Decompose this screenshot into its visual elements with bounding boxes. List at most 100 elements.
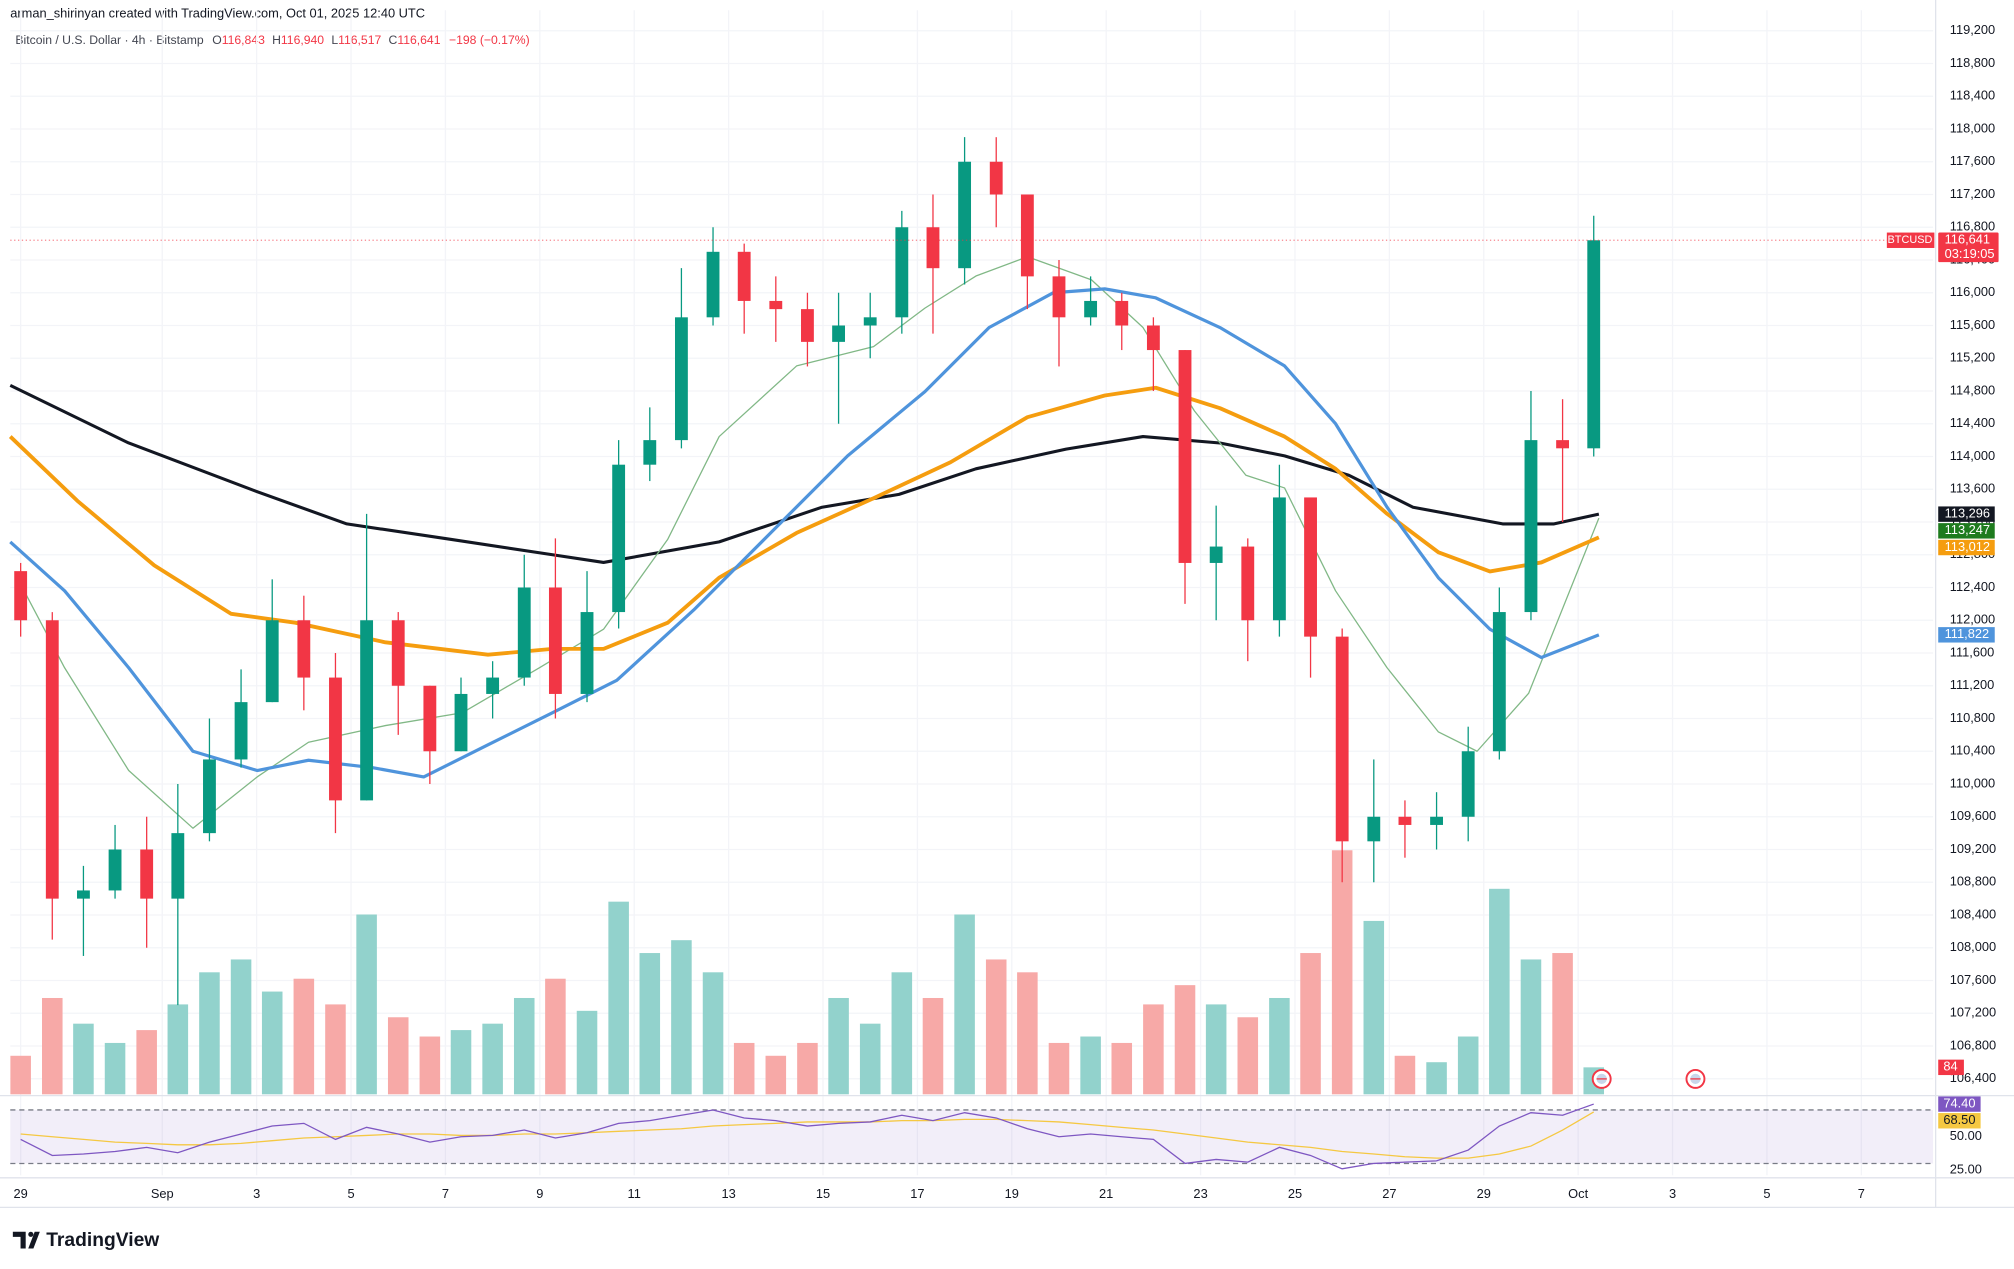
volume-bar [42,997,63,1095]
volume-bar [985,959,1007,1095]
volume-bar [199,972,220,1095]
candle-body [1209,546,1223,563]
change: −198 (−0.17%) [449,33,530,47]
candle-body [958,161,972,269]
x-tick-label: 9 [536,1186,543,1201]
ma-value-tag [1938,523,1995,539]
x-tick-label: 25 [1288,1186,1302,1201]
y-tick-label: 106,800 [1950,1037,1996,1052]
y-tick-label: 111,200 [1950,677,1994,692]
x-tick-label: 7 [442,1186,449,1201]
x-tick-label: 5 [1763,1186,1770,1201]
y-tick-label: 116,000 [1950,284,1995,299]
candle-body [1115,300,1129,326]
candle-body [1304,497,1317,637]
candle-body [234,702,248,760]
volume-bar [387,1017,409,1095]
ohlc-letter: L [331,33,338,47]
candle-body [265,620,279,703]
candle-body [171,833,185,899]
y-tick-label: 114,400 [1950,415,1995,430]
ohlc-value: 116,843 [222,33,265,47]
volume-bar [261,991,283,1095]
price-label: 116,641 [1945,232,1990,247]
price-tag [1938,232,1999,263]
legend-line: Bitcoin / U.S. Dollar · 4h · Bitstamp O1… [15,33,529,47]
plot-layer: 106,400106,800107,200107,600108,000108,4… [8,10,1999,1201]
title: Bitcoin / U.S. Dollar · 4h · Bitstamp [15,33,204,47]
moving-average [9,287,1600,779]
x-tick-label: 15 [816,1186,830,1201]
candle-body [769,300,783,310]
ma-value-label: 113,012 [1945,539,1990,554]
volume-bar [1269,997,1290,1095]
volume-bar [167,1004,189,1095]
x-tick-label: 19 [1005,1186,1019,1201]
candle-body [1272,497,1286,621]
ohlc-value: 116,940 [281,33,324,47]
candle-body [580,612,594,694]
candle-body [1020,194,1034,277]
y-tick-label: 114,000 [1950,448,1995,463]
y-tick-label: 115,600 [1950,317,1995,332]
rsi-ma-line [20,1111,1595,1159]
volume-bar [450,1030,472,1095]
volume-bar [639,953,661,1095]
countdown-label: 03:19:05 [1945,246,1995,261]
y-tick-label: 118,000 [1950,120,1995,135]
x-tick-label: 29 [14,1186,28,1201]
volume-bar [1457,1036,1479,1095]
candle-body [1241,546,1255,621]
volume-bar [1143,1004,1164,1095]
rsi-band [10,1109,1934,1164]
rsi-tick-label: 50.00 [1950,1128,1982,1143]
candle-body [391,620,405,686]
candle-body [1084,300,1098,318]
y-tick-label: 112,000 [1950,612,1995,627]
x-tick-label: 21 [1099,1186,1113,1201]
rsi-value-tag [1938,1113,1981,1129]
candle-body [329,677,342,801]
candle-body [674,317,688,441]
rsi-tick-label: 25.00 [1950,1162,1982,1177]
y-tick-label: 114,800 [1950,382,1995,397]
x-tick-label: 27 [1382,1186,1396,1201]
volume-bar [513,997,535,1095]
volume-bar [419,1036,441,1095]
candle-body [517,587,531,678]
volume-bar [10,1055,31,1095]
volume-tag [1938,1059,1964,1076]
rsi-value-label: 68.50 [1943,1112,1975,1127]
y-tick-label: 110,000 [1950,775,1995,790]
moving-average [20,256,1600,829]
candle-body [1461,751,1475,817]
candle-body [1587,240,1601,449]
candle-body [14,571,28,621]
candle-body [297,620,311,678]
volume-bar [104,1042,126,1095]
volume-bar [671,940,692,1095]
candle-body [454,693,468,752]
candle-body [1178,350,1192,563]
volume-bar [1331,850,1353,1095]
volume-bar [325,1004,346,1095]
x-tick-label: 11 [628,1186,641,1201]
x-tick-label: 17 [910,1186,924,1201]
ohlc-letter: H [272,33,281,47]
x-tick-label: Sep [151,1186,174,1201]
y-tick-label: 117,600 [1950,153,1995,168]
candle-body [1430,816,1443,825]
ohlc-letter: O [212,33,221,47]
candle-body [548,587,562,694]
rsi-value-label: 74.40 [1943,1095,1975,1110]
y-tick-label: 119,200 [1950,22,1995,37]
volume-bar [1300,953,1321,1095]
brand: TradingView [46,1230,160,1251]
volume-bar [608,901,629,1095]
y-tick-label: 111,600 [1950,644,1994,659]
ma-value-label: 113,296 [1945,506,1990,521]
x-tick-label: 3 [253,1186,260,1201]
volume-bar [1552,953,1573,1095]
volume-bar [73,1023,94,1095]
volume-bar [230,959,252,1095]
